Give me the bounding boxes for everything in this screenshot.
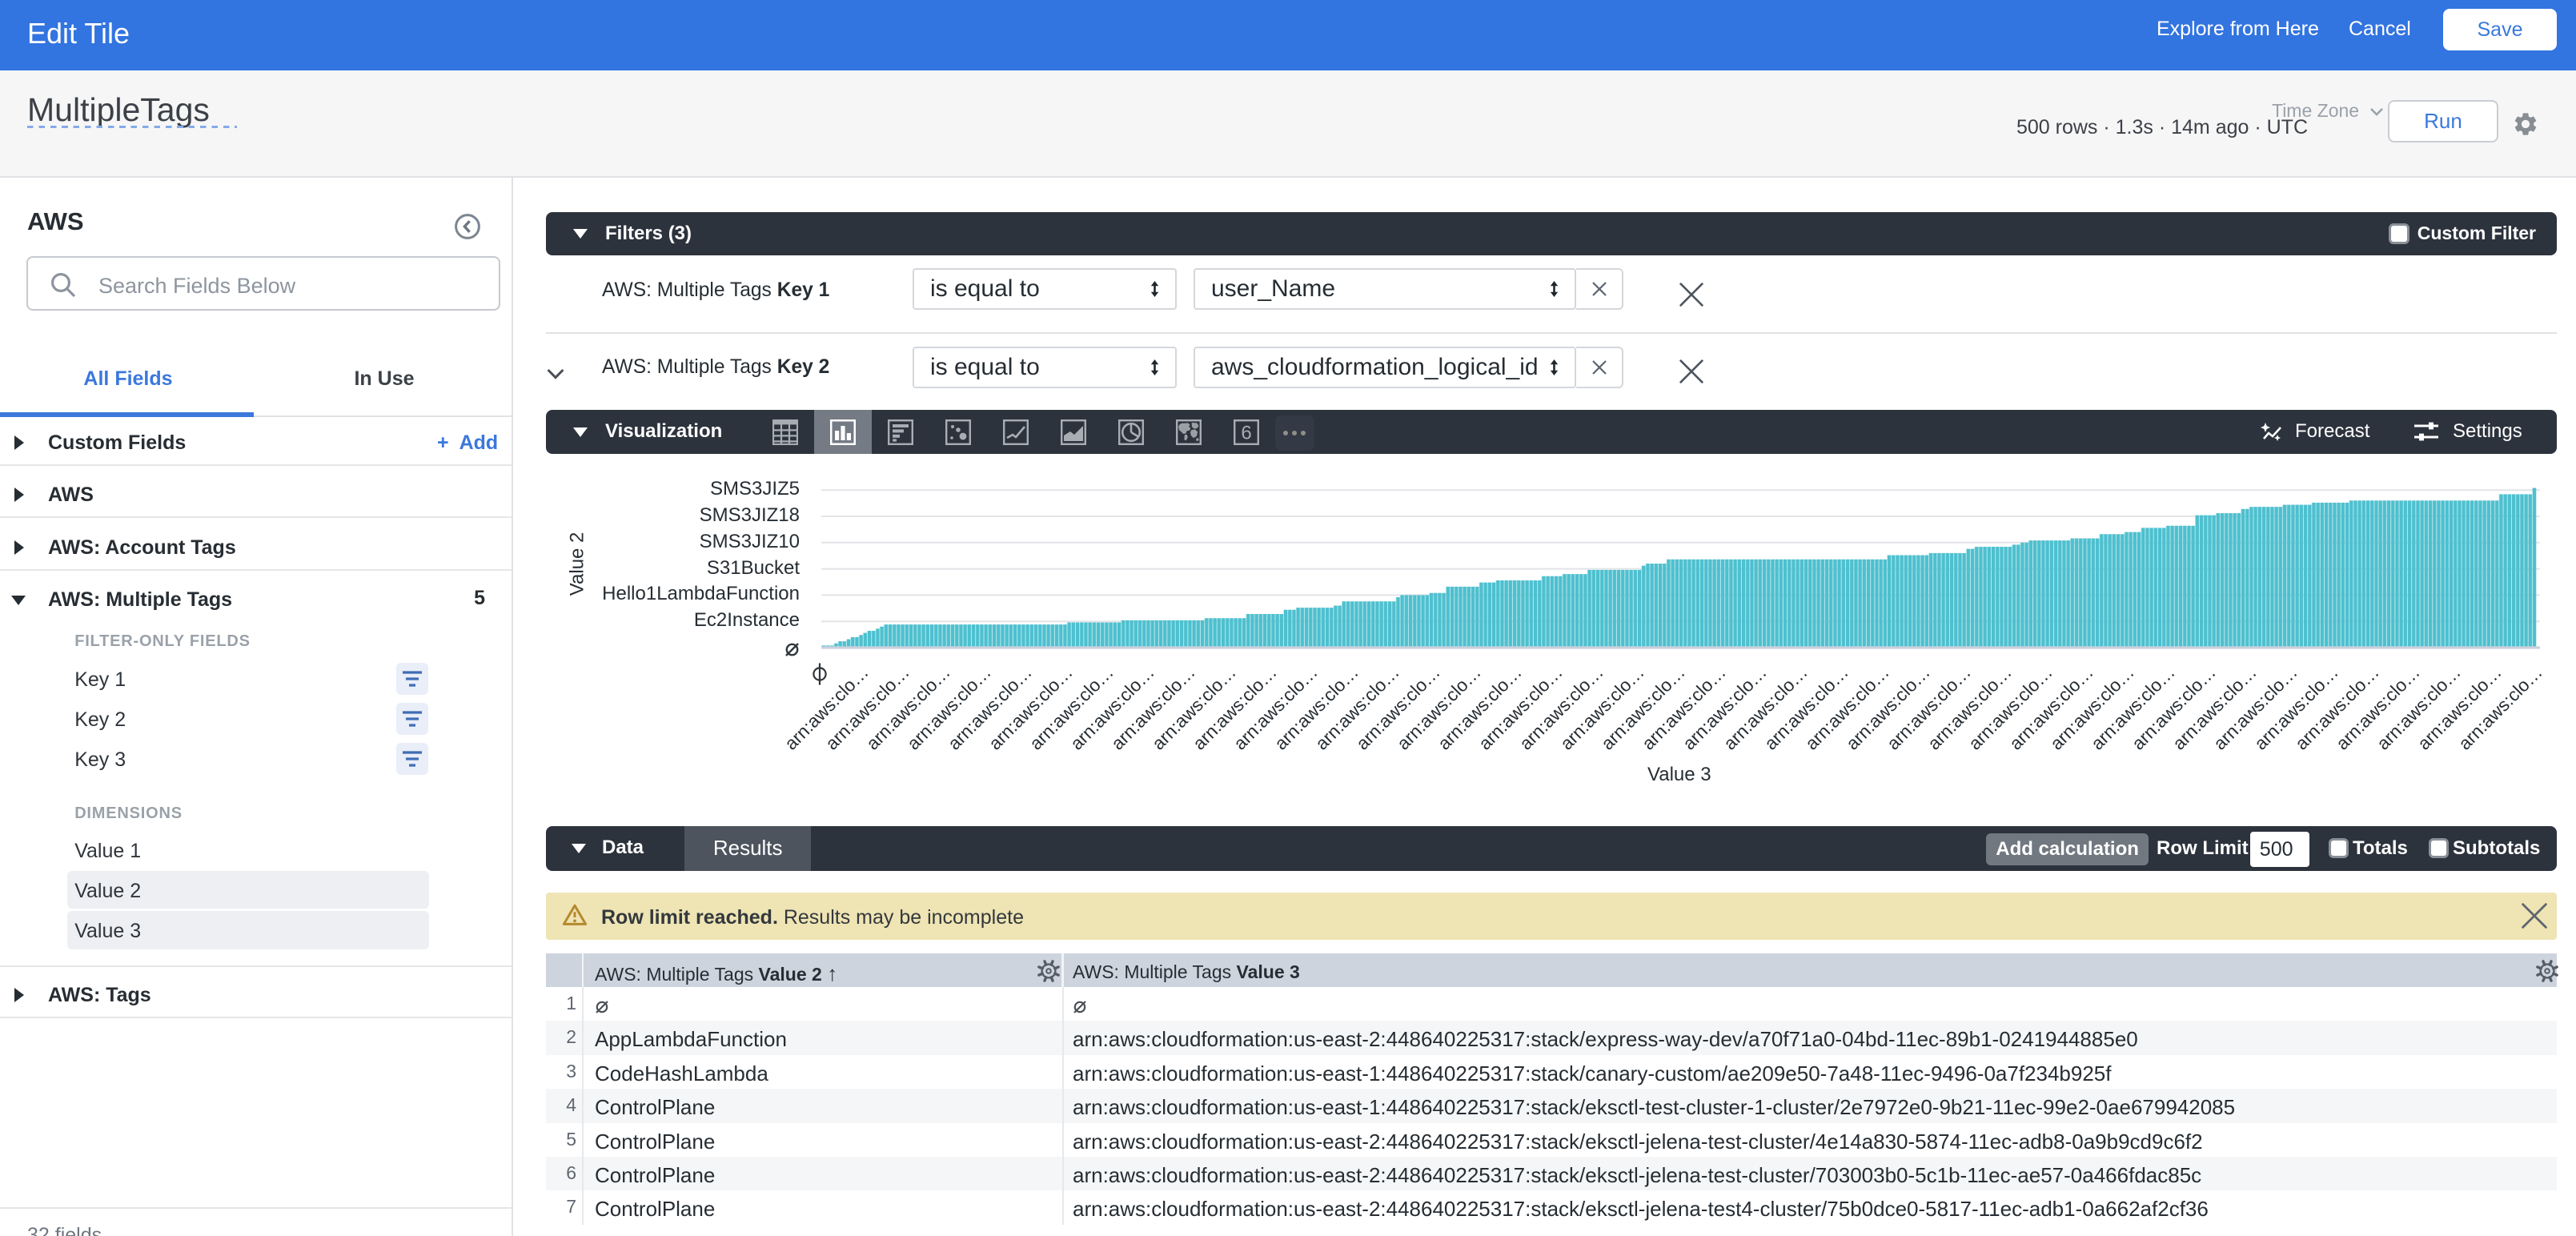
- svg-text:6: 6: [1242, 422, 1252, 443]
